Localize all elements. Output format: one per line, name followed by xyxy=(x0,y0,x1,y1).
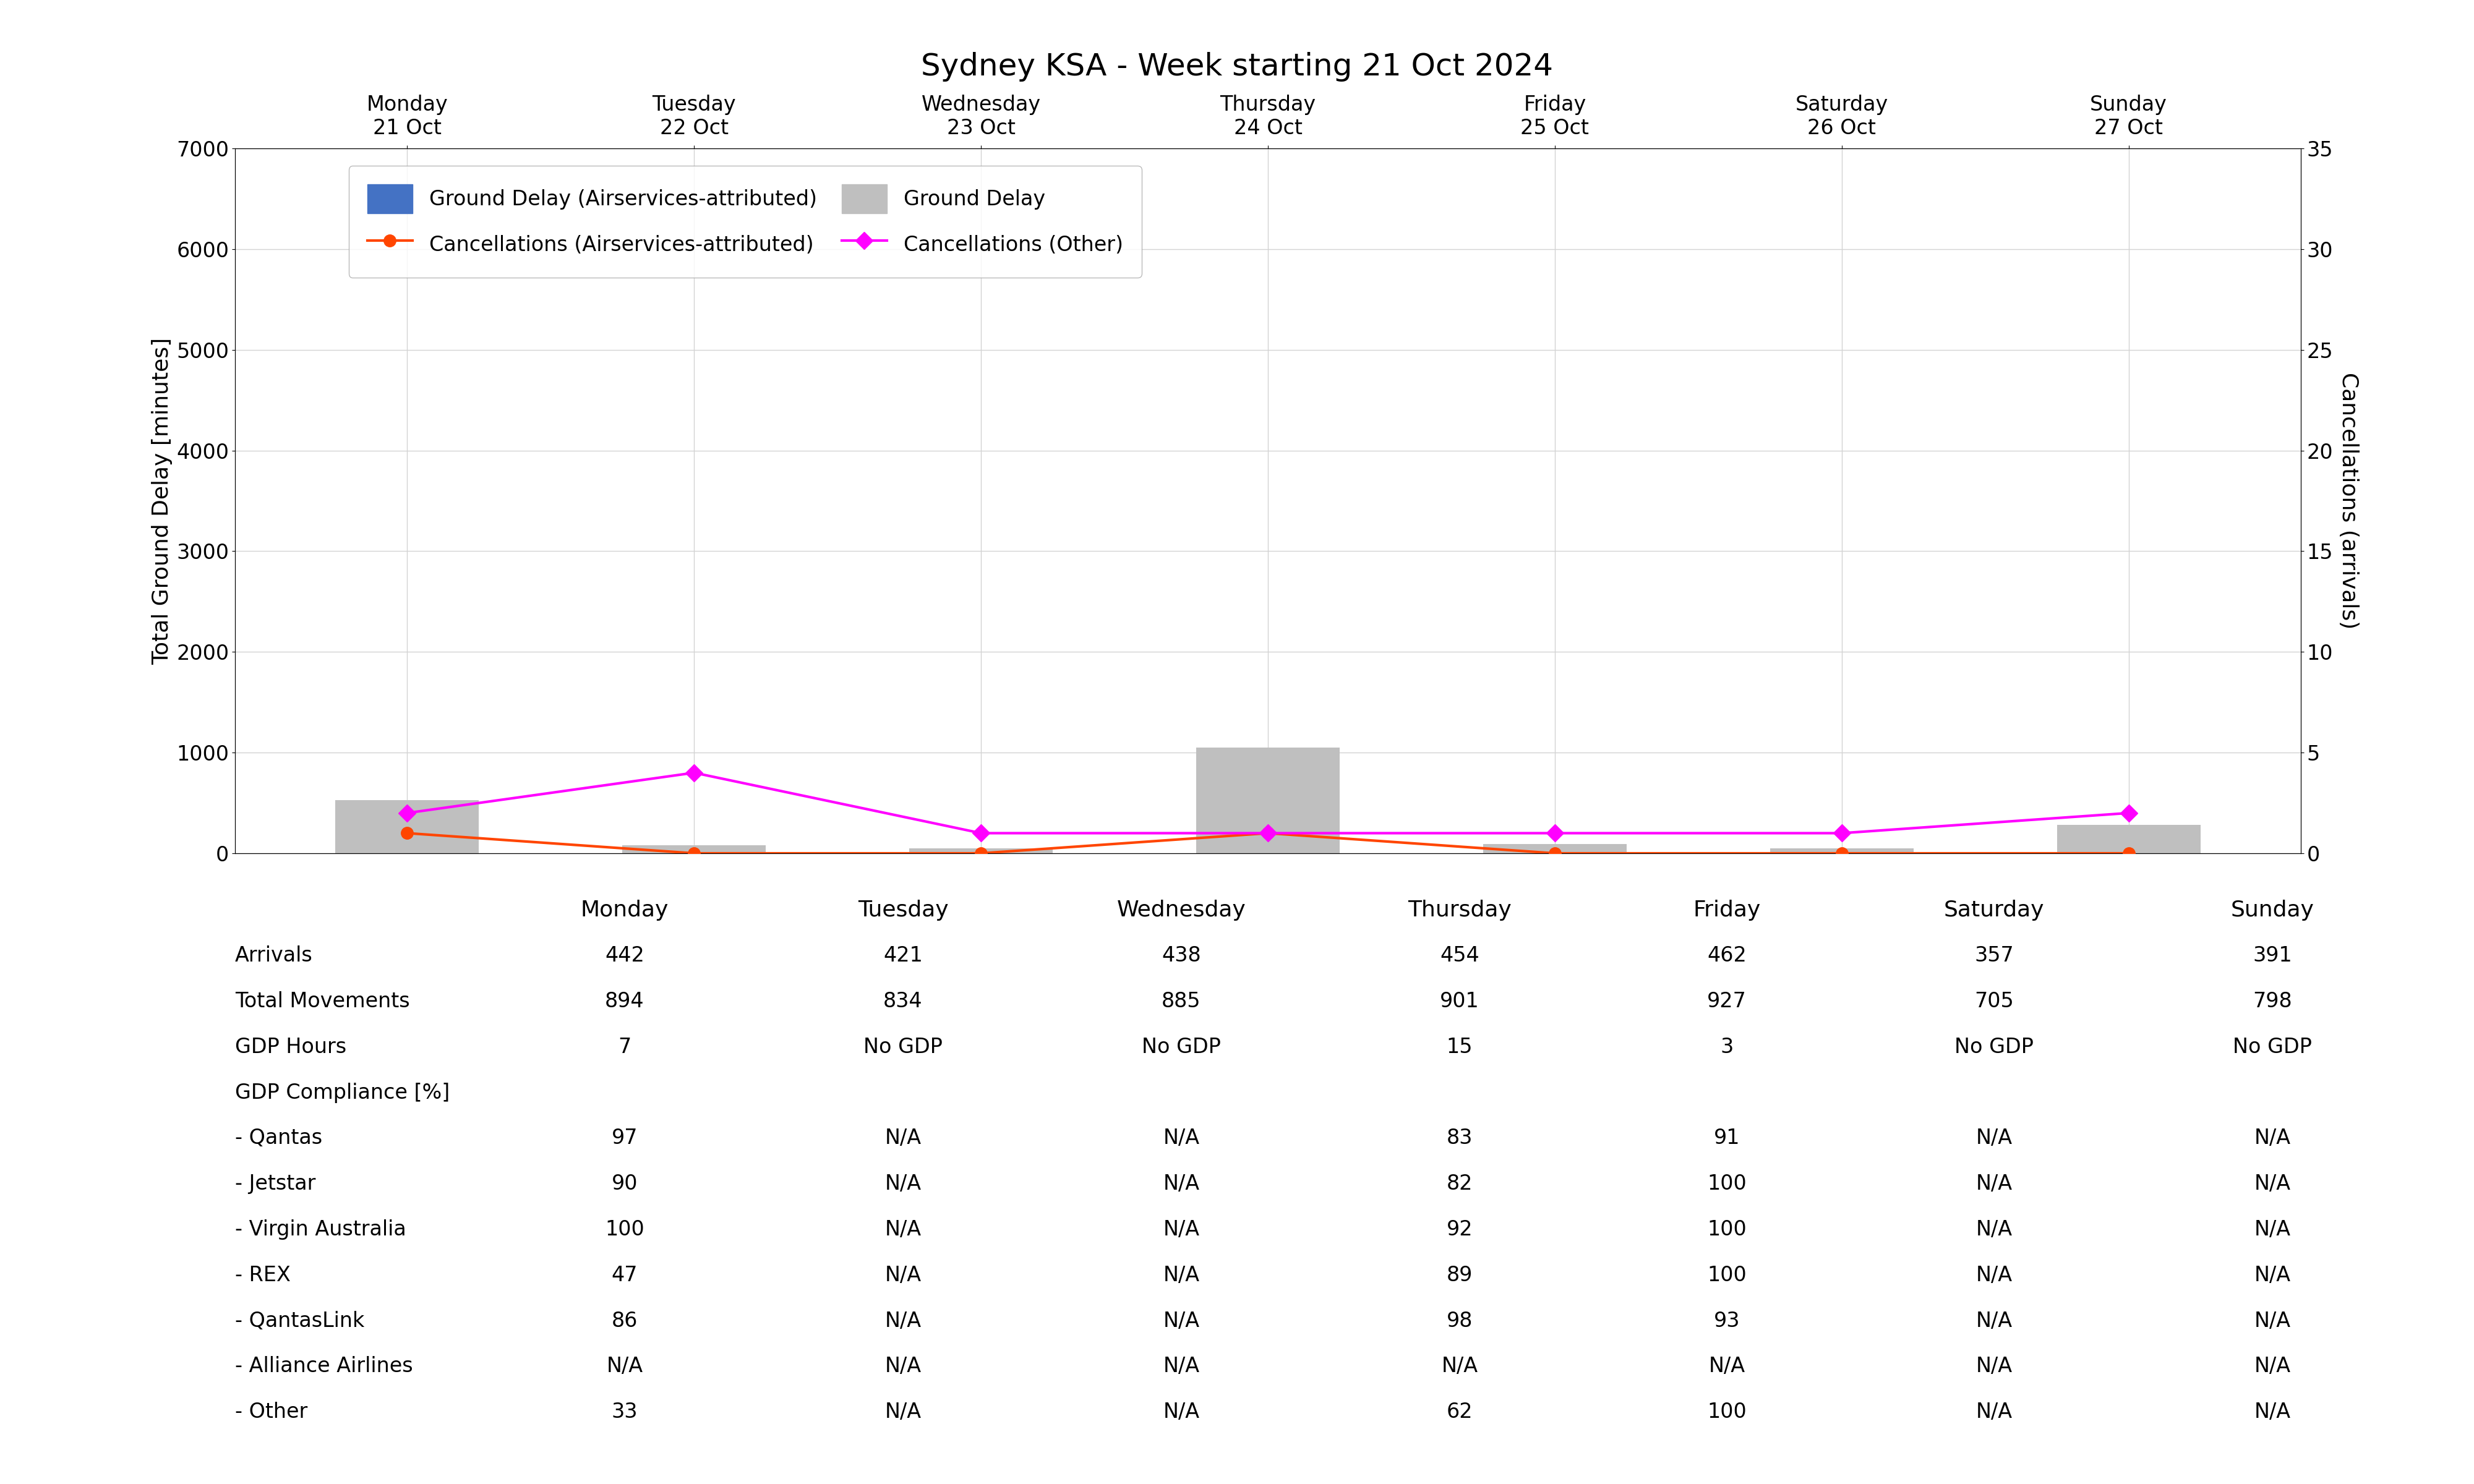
Text: N/A: N/A xyxy=(2254,1356,2291,1377)
Text: N/A: N/A xyxy=(1977,1356,2011,1377)
Text: N/A: N/A xyxy=(2254,1264,2291,1285)
Text: 86: 86 xyxy=(611,1310,638,1331)
Text: N/A: N/A xyxy=(2254,1128,2291,1149)
Text: Arrivals: Arrivals xyxy=(235,945,312,966)
Text: 885: 885 xyxy=(1163,991,1200,1012)
Text: 33: 33 xyxy=(611,1402,638,1422)
Text: No GDP: No GDP xyxy=(863,1037,943,1057)
Text: 91: 91 xyxy=(1714,1128,1739,1149)
Text: 100: 100 xyxy=(1707,1264,1747,1285)
Text: N/A: N/A xyxy=(886,1264,920,1285)
Text: N/A: N/A xyxy=(886,1220,920,1239)
Text: N/A: N/A xyxy=(1442,1356,1477,1377)
Text: Tuesday: Tuesday xyxy=(858,899,948,922)
Text: 100: 100 xyxy=(1707,1402,1747,1422)
Text: - REX: - REX xyxy=(235,1264,289,1285)
Text: N/A: N/A xyxy=(1163,1264,1200,1285)
Text: N/A: N/A xyxy=(1163,1310,1200,1331)
Text: 454: 454 xyxy=(1440,945,1479,966)
Text: Sydney KSA - Week starting 21 Oct 2024: Sydney KSA - Week starting 21 Oct 2024 xyxy=(920,52,1554,82)
Text: 100: 100 xyxy=(1707,1174,1747,1195)
Text: 462: 462 xyxy=(1707,945,1747,966)
Text: N/A: N/A xyxy=(1977,1310,2011,1331)
Text: N/A: N/A xyxy=(886,1128,920,1149)
Y-axis label: Cancellations (arrivals): Cancellations (arrivals) xyxy=(2338,372,2360,629)
Text: 442: 442 xyxy=(606,945,643,966)
Text: N/A: N/A xyxy=(886,1310,920,1331)
Text: Sunday: Sunday xyxy=(2232,899,2313,922)
Text: 100: 100 xyxy=(1707,1220,1747,1239)
Text: Friday: Friday xyxy=(1692,899,1761,922)
Text: Wednesday: Wednesday xyxy=(1116,899,1247,922)
Text: N/A: N/A xyxy=(2254,1174,2291,1195)
Text: N/A: N/A xyxy=(1163,1356,1200,1377)
Text: 15: 15 xyxy=(1447,1037,1472,1057)
Text: N/A: N/A xyxy=(2254,1220,2291,1239)
Text: - Virgin Australia: - Virgin Australia xyxy=(235,1220,406,1239)
Bar xyxy=(336,800,480,853)
Text: N/A: N/A xyxy=(1710,1356,1744,1377)
Y-axis label: Total Ground Delay [minutes]: Total Ground Delay [minutes] xyxy=(151,337,173,665)
Text: 438: 438 xyxy=(1163,945,1200,966)
Text: N/A: N/A xyxy=(1977,1128,2011,1149)
Text: 92: 92 xyxy=(1447,1220,1472,1239)
Text: 705: 705 xyxy=(1974,991,2014,1012)
Text: Monday: Monday xyxy=(581,899,668,922)
Text: N/A: N/A xyxy=(886,1402,920,1422)
Text: N/A: N/A xyxy=(606,1356,643,1377)
Text: N/A: N/A xyxy=(1977,1264,2011,1285)
Text: 62: 62 xyxy=(1447,1402,1472,1422)
Text: 357: 357 xyxy=(1974,945,2014,966)
Text: N/A: N/A xyxy=(886,1356,920,1377)
Bar xyxy=(1482,844,1625,853)
Text: N/A: N/A xyxy=(1163,1128,1200,1149)
Text: No GDP: No GDP xyxy=(1954,1037,2034,1057)
Text: N/A: N/A xyxy=(1977,1174,2011,1195)
Bar xyxy=(1197,748,1338,853)
Bar xyxy=(1769,849,1912,853)
Legend: Ground Delay (Airservices-attributed), Cancellations (Airservices-attributed), G: Ground Delay (Airservices-attributed), C… xyxy=(349,166,1141,278)
Text: 927: 927 xyxy=(1707,991,1747,1012)
Text: GDP Compliance [%]: GDP Compliance [%] xyxy=(235,1082,450,1103)
Text: - Alliance Airlines: - Alliance Airlines xyxy=(235,1356,413,1377)
Text: N/A: N/A xyxy=(886,1174,920,1195)
Text: 83: 83 xyxy=(1447,1128,1472,1149)
Text: - Jetstar: - Jetstar xyxy=(235,1174,317,1195)
Text: 421: 421 xyxy=(883,945,923,966)
Text: 7: 7 xyxy=(618,1037,631,1057)
Text: 89: 89 xyxy=(1447,1264,1472,1285)
Text: N/A: N/A xyxy=(2254,1310,2291,1331)
Text: Thursday: Thursday xyxy=(1408,899,1512,922)
Text: - Other: - Other xyxy=(235,1402,307,1422)
Text: N/A: N/A xyxy=(1977,1402,2011,1422)
Text: Total Movements: Total Movements xyxy=(235,991,411,1012)
Text: 97: 97 xyxy=(611,1128,638,1149)
Text: No GDP: No GDP xyxy=(2234,1037,2311,1057)
Text: 901: 901 xyxy=(1440,991,1479,1012)
Text: Saturday: Saturday xyxy=(1945,899,2044,922)
Text: 93: 93 xyxy=(1714,1310,1739,1331)
Text: N/A: N/A xyxy=(1163,1174,1200,1195)
Bar xyxy=(910,849,1054,853)
Text: 894: 894 xyxy=(606,991,643,1012)
Bar xyxy=(2056,825,2199,853)
Bar xyxy=(623,846,767,853)
Text: N/A: N/A xyxy=(1163,1402,1200,1422)
Text: - QantasLink: - QantasLink xyxy=(235,1310,364,1331)
Text: 90: 90 xyxy=(611,1174,638,1195)
Text: N/A: N/A xyxy=(2254,1402,2291,1422)
Text: N/A: N/A xyxy=(1163,1220,1200,1239)
Text: N/A: N/A xyxy=(1977,1220,2011,1239)
Text: GDP Hours: GDP Hours xyxy=(235,1037,346,1057)
Text: No GDP: No GDP xyxy=(1143,1037,1220,1057)
Text: 47: 47 xyxy=(611,1264,638,1285)
Text: 391: 391 xyxy=(2254,945,2291,966)
Text: 100: 100 xyxy=(606,1220,643,1239)
Text: - Qantas: - Qantas xyxy=(235,1128,322,1149)
Text: 3: 3 xyxy=(1719,1037,1734,1057)
Text: 798: 798 xyxy=(2254,991,2291,1012)
Text: 82: 82 xyxy=(1447,1174,1472,1195)
Text: 98: 98 xyxy=(1447,1310,1472,1331)
Text: 834: 834 xyxy=(883,991,923,1012)
